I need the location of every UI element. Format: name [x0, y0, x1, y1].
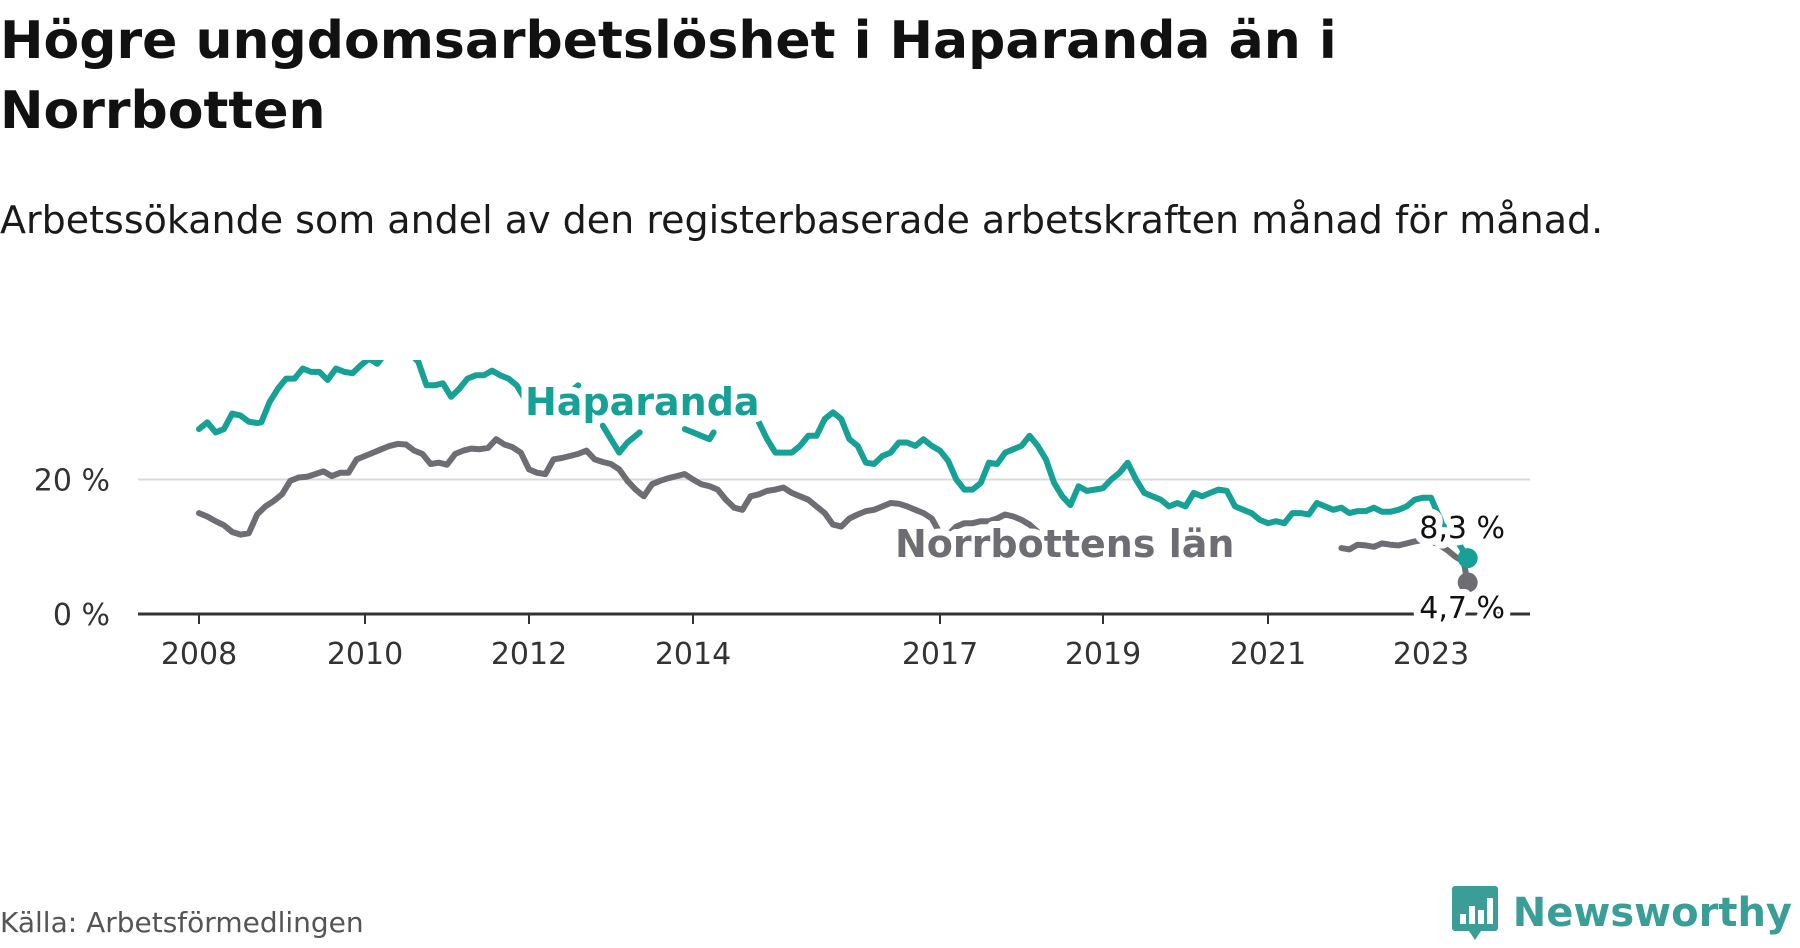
brand-logo[interactable]: Newsworthy: [1451, 884, 1792, 942]
x-tick-label: 2019: [1065, 637, 1141, 672]
newsworthy-logo-icon: [1451, 886, 1498, 940]
series-line-norrbotten: [1338, 537, 1467, 565]
series-line-haparanda: [755, 409, 1467, 542]
series-line-haparanda: [681, 426, 717, 443]
end-value-haparanda-halo: 8,3 %: [1419, 511, 1505, 546]
x-tick-label: 2017: [902, 637, 978, 672]
grid-layer: 0 % 20 % 40 % 2008 2010 2012 2014 2017 2019 2021 2…: [34, 360, 1530, 672]
series-line-norrbotten: [196, 436, 1053, 552]
series-label-norrbotten: Norrbottens län: [895, 522, 1234, 566]
chart-subtitle: Arbetssökande som andel av den registerb…: [0, 198, 1604, 242]
series-line-haparanda: [196, 360, 582, 436]
end-value-haparanda: 8,3 %: [1419, 511, 1505, 546]
y-tick-label: 20 %: [34, 464, 110, 499]
x-tick-label: 2023: [1393, 637, 1469, 672]
line-chart: 0 % 20 % 40 % 2008 2010 2012 2014 2017 2019 2021 2…: [34, 360, 1530, 672]
series-line-haparanda: [599, 422, 643, 456]
source-note: Källa: Arbetsförmedlingen: [0, 906, 364, 939]
brand-name: Newsworthy: [1512, 890, 1792, 936]
series-layer: [196, 360, 1478, 593]
x-tick-label: 2008: [161, 637, 237, 672]
end-value-norrbotten: 4,7 %: [1419, 591, 1505, 626]
x-tick-label: 2010: [327, 637, 403, 672]
x-tick-label: 2021: [1230, 637, 1306, 672]
end-value-norrbotten-halo: 4,7 %: [1419, 591, 1505, 626]
series-label-haparanda: Haparanda: [525, 380, 760, 424]
y-tick-label: 40 %: [34, 360, 110, 364]
y-tick-label: 0 %: [53, 598, 110, 633]
x-tick-label: 2014: [655, 637, 731, 672]
end-point-norrbotten: [1457, 572, 1478, 593]
series-label-haparanda-halo: Haparanda: [525, 380, 760, 424]
series-label-norrbotten-halo: Norrbottens län: [895, 522, 1234, 566]
x-tick-label: 2012: [491, 637, 567, 672]
end-point-haparanda: [1457, 548, 1478, 569]
chart-title: Högre ungdomsarbetslöshet i Haparanda än…: [0, 11, 1337, 141]
